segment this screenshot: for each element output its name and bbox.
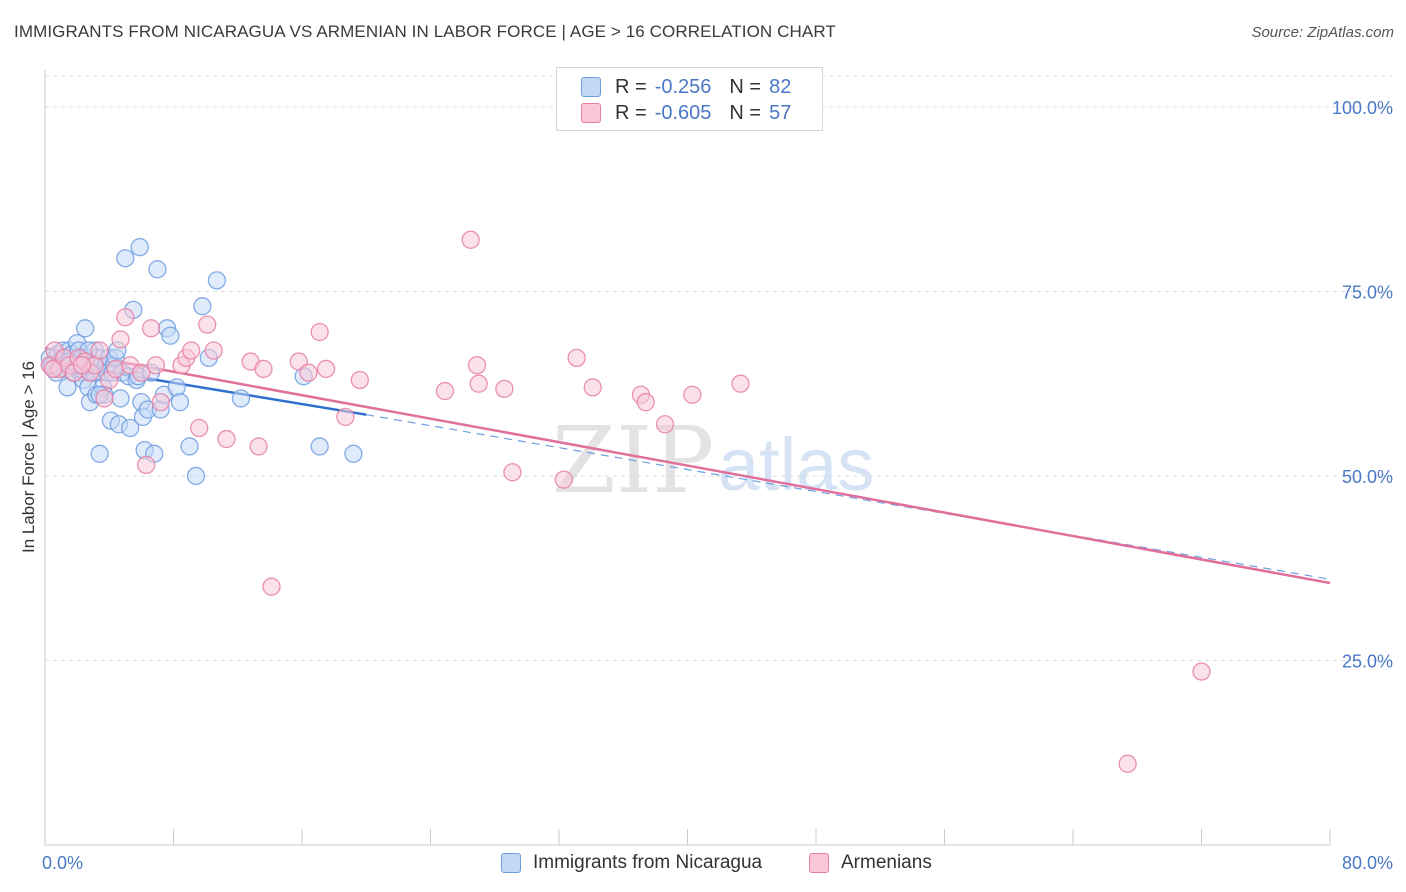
data-point-nicaragua xyxy=(180,437,199,456)
data-point-armenians xyxy=(350,370,369,390)
data-point-nicaragua xyxy=(116,249,135,268)
legend-r-label: R = xyxy=(615,101,647,124)
data-point-armenians xyxy=(467,356,487,375)
data-point-armenians xyxy=(43,359,63,379)
data-point-armenians xyxy=(1192,662,1211,681)
data-point-armenians xyxy=(204,341,223,360)
legend-n-value: 57 xyxy=(769,101,792,124)
y-tick-label: 100.0% xyxy=(1332,98,1393,118)
data-point-armenians xyxy=(254,359,273,379)
y-tick-label: 25.0% xyxy=(1342,651,1393,671)
data-point-nicaragua xyxy=(161,326,180,345)
data-point-nicaragua xyxy=(231,389,251,408)
chart-title: IMMIGRANTS FROM NICARAGUA VS ARMENIAN IN… xyxy=(14,22,836,41)
data-point-nicaragua xyxy=(167,378,186,397)
legend-label-nicaragua: Immigrants from Nicaragua xyxy=(533,852,763,873)
data-point-armenians xyxy=(336,407,355,427)
data-point-armenians xyxy=(1118,754,1137,773)
data-point-armenians xyxy=(567,348,586,368)
data-point-armenians xyxy=(137,455,156,475)
data-point-armenians xyxy=(151,392,170,412)
data-point-armenians xyxy=(503,463,522,482)
data-point-armenians xyxy=(141,319,161,338)
data-point-armenians xyxy=(731,374,750,393)
data-point-armenians xyxy=(655,415,675,434)
watermark-atlas: atlas xyxy=(718,423,874,506)
legend-swatch-nicaragua xyxy=(501,853,521,873)
data-point-armenians xyxy=(95,389,114,408)
data-point-nicaragua xyxy=(170,392,190,412)
data-point-armenians xyxy=(554,470,573,489)
data-point-nicaragua xyxy=(310,437,329,456)
data-point-armenians xyxy=(111,330,130,349)
legend-swatch-nicaragua xyxy=(581,77,601,97)
scatter-points xyxy=(40,230,1211,773)
legend-item-nicaragua[interactable]: Immigrants from Nicaragua xyxy=(501,852,762,874)
legend-r-value: -0.256 xyxy=(654,75,712,98)
data-point-armenians xyxy=(249,437,268,456)
data-point-armenians xyxy=(583,378,602,397)
data-point-armenians xyxy=(299,363,318,382)
y-tick-label: 50.0% xyxy=(1342,467,1393,487)
data-point-armenians xyxy=(683,385,702,404)
data-point-nicaragua xyxy=(130,237,149,257)
data-point-armenians xyxy=(461,230,480,249)
data-point-armenians xyxy=(262,577,281,596)
data-point-armenians xyxy=(190,418,209,438)
data-point-nicaragua xyxy=(76,319,95,338)
legend-r-label: R = xyxy=(615,75,647,98)
series-legend: Immigrants from Nicaragua Armenians xyxy=(0,850,1406,880)
x-tick-label: 0.0% xyxy=(42,853,83,873)
y-tick-label: 75.0% xyxy=(1342,282,1393,302)
data-point-armenians xyxy=(469,374,488,393)
data-point-armenians xyxy=(182,341,201,360)
legend-swatch-armenians xyxy=(809,853,829,873)
data-point-armenians xyxy=(116,308,135,327)
axes xyxy=(44,70,1331,846)
data-point-armenians xyxy=(435,381,455,401)
x-tick-label: 80.0% xyxy=(1342,853,1393,873)
legend-n-label: N = xyxy=(729,101,762,124)
legend-row-nicaragua: R = -0.256 N = 82 xyxy=(581,75,791,99)
stats-legend: R = -0.256 N = 82 R = -0.605 N = 57 xyxy=(556,67,823,131)
data-point-armenians xyxy=(316,359,336,379)
axis-labels: 25.0% 50.0% 75.0% 100.0% 0.0% 80.0% In Labor F… xyxy=(19,98,1393,873)
data-point-armenians xyxy=(310,322,329,342)
legend-swatch-armenians xyxy=(581,103,601,123)
data-point-nicaragua xyxy=(193,297,212,316)
data-point-armenians xyxy=(146,356,165,375)
legend-label-armenians: Armenians xyxy=(841,852,932,873)
trend-line-armenians xyxy=(44,347,1331,585)
data-point-armenians xyxy=(198,315,217,334)
legend-row-armenians: R = -0.605 N = 57 xyxy=(581,101,791,125)
y-axis-label: In Labor Force | Age > 16 xyxy=(19,361,38,553)
legend-n-value: 82 xyxy=(769,75,792,98)
data-point-nicaragua xyxy=(120,418,140,438)
source-label: Source: ZipAtlas.com xyxy=(1251,24,1394,41)
data-point-armenians xyxy=(72,356,92,375)
legend-n-label: N = xyxy=(729,75,762,98)
data-point-nicaragua xyxy=(148,260,167,279)
data-point-armenians xyxy=(217,429,236,449)
data-point-nicaragua xyxy=(186,466,206,486)
data-point-armenians xyxy=(495,379,514,399)
data-point-armenians xyxy=(636,392,655,412)
legend-r-value: -0.605 xyxy=(654,101,712,124)
data-point-nicaragua xyxy=(344,444,363,463)
data-point-armenians xyxy=(90,341,109,360)
data-point-nicaragua xyxy=(90,444,109,463)
trend-lines xyxy=(44,347,1331,585)
trend-line-nicaragua-extension xyxy=(366,414,1331,580)
data-point-nicaragua xyxy=(111,389,130,408)
data-point-nicaragua xyxy=(207,271,227,290)
data-point-armenians xyxy=(132,363,151,382)
legend-item-armenians[interactable]: Armenians xyxy=(809,852,932,874)
watermark: ZIPatlas xyxy=(552,407,874,514)
